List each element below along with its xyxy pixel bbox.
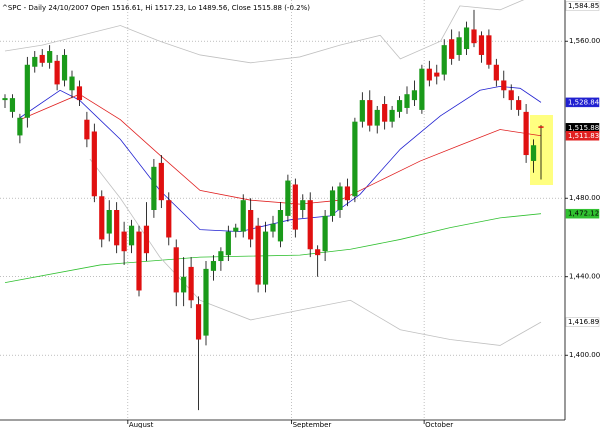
candle-body (285, 180, 291, 216)
candle-body (516, 100, 522, 110)
candle-body (24, 64, 30, 118)
candle-body (143, 225, 150, 254)
y-tick-label: 1,480.00 (569, 194, 600, 202)
price-label-box (565, 208, 600, 219)
candle-body (248, 210, 254, 240)
candle-body (84, 119, 90, 140)
candle-body (382, 104, 388, 122)
highlight-box (530, 115, 553, 185)
candle-body (538, 126, 544, 128)
indicator-line (19, 93, 542, 205)
candle-body (255, 225, 261, 285)
candle-body (47, 51, 53, 63)
candle-body (54, 60, 60, 85)
candle-body (158, 162, 164, 201)
price-label-box (565, 1, 600, 11)
y-tick-label: 1,440.00 (569, 273, 600, 281)
candle-body (99, 196, 105, 240)
candle-body (69, 76, 75, 91)
candle-body (367, 100, 373, 126)
candle-body (322, 215, 328, 252)
price-label: 1,584.85 (568, 2, 599, 10)
candle-body (277, 210, 284, 242)
y-tick-label: 1,400.00 (569, 351, 600, 359)
candle-body (39, 54, 45, 63)
candle-body (478, 35, 485, 55)
candle-body (218, 251, 224, 262)
candle-body (203, 268, 209, 336)
price-label: 1,528.84 (568, 98, 600, 106)
candle-body (173, 247, 179, 293)
candle-body (181, 276, 187, 293)
candle-body (441, 45, 447, 75)
candle-body (136, 231, 142, 291)
candle-body (114, 210, 120, 246)
price-label: 1,515.88 (568, 124, 599, 132)
price-label-box (565, 97, 600, 108)
candle-body (329, 190, 336, 216)
candle-body (121, 231, 127, 252)
candle-body (292, 184, 298, 230)
candle-body (337, 186, 343, 210)
candle-body (210, 261, 217, 271)
candle-body (493, 64, 499, 81)
candle-body (523, 111, 529, 156)
x-tick-label: October (425, 421, 453, 428)
price-label-box (565, 317, 600, 327)
candle-body (106, 210, 112, 234)
candle-body (396, 100, 403, 112)
price-label: 1,416.89 (568, 318, 599, 326)
candle-body (389, 109, 395, 122)
candle-body (471, 29, 477, 44)
candle-body (374, 109, 380, 126)
candle-body (300, 200, 306, 210)
candle-body (456, 37, 462, 55)
candle-body (359, 100, 365, 122)
candle-body (91, 131, 97, 197)
candle-body (307, 200, 313, 250)
candle-body (419, 68, 425, 110)
candle-body (2, 98, 8, 101)
candle-body (128, 225, 135, 246)
candle-body (530, 145, 537, 161)
x-tick-label: September (293, 421, 332, 428)
candle-body (240, 200, 246, 232)
candle-body (151, 166, 157, 210)
indicator-line (4, 213, 542, 284)
price-label-box (565, 131, 600, 141)
candle-body (411, 90, 418, 101)
candle-body (344, 186, 351, 201)
candle-body (434, 72, 440, 77)
candle-body (225, 231, 231, 256)
candle-body (501, 80, 507, 91)
price-label: 1,472.12 (568, 210, 599, 218)
candle-body (315, 249, 321, 256)
candle-body (508, 90, 514, 101)
candle-body (32, 56, 38, 67)
candle-body (262, 231, 269, 285)
candle-body (17, 117, 23, 136)
candle-body (486, 35, 492, 65)
candle-body (166, 200, 172, 238)
candle-body (449, 39, 455, 59)
candle-body (76, 86, 83, 101)
candle-body (9, 98, 16, 112)
plot-area (2, 0, 544, 411)
indicator-line (4, 0, 525, 64)
candle-body (352, 121, 358, 197)
candle-body (195, 304, 202, 340)
candle-body (61, 54, 68, 81)
candle-body (233, 227, 239, 232)
chart-title: ^SPC - Daily 24/10/2007 Open 1516.61, Hi… (2, 4, 310, 12)
price-label: 1,511.83 (568, 132, 599, 140)
candle-body (404, 94, 410, 108)
y-tick-label: 1,560.00 (569, 37, 600, 45)
candle-body (463, 27, 470, 50)
candle-body (188, 266, 194, 301)
x-tick-label: August (129, 421, 154, 428)
candle-body (270, 223, 276, 232)
candle-body (426, 68, 432, 81)
